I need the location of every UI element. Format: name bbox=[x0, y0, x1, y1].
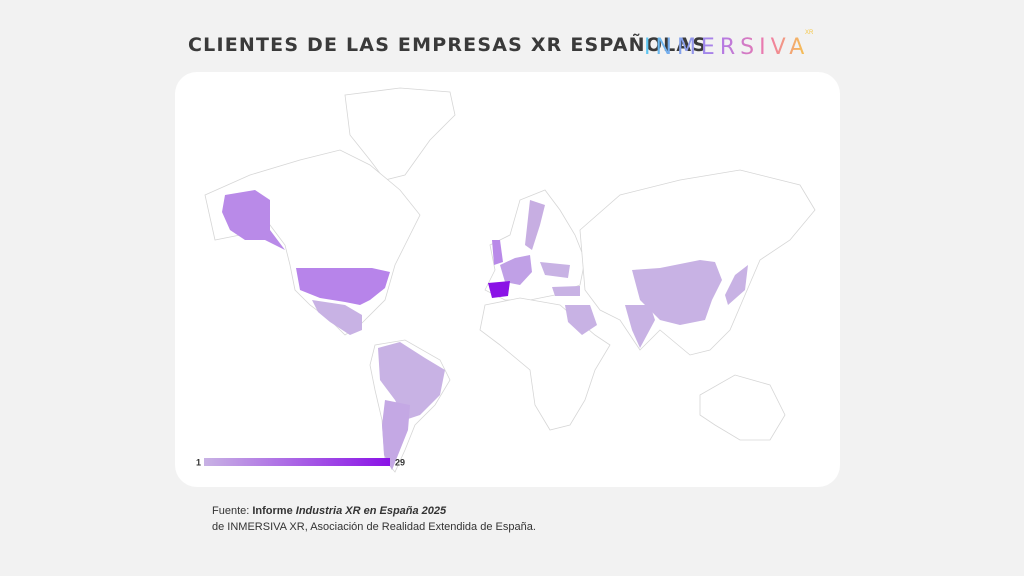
region bbox=[552, 286, 580, 296]
map: 1 29 bbox=[196, 87, 816, 473]
legend-min: 1 bbox=[196, 457, 201, 467]
region bbox=[488, 281, 510, 298]
source: Fuente: Informe Industria XR en España 2… bbox=[212, 503, 536, 535]
logo-text: INMERSIVA bbox=[644, 35, 809, 60]
africa bbox=[479, 297, 611, 431]
region bbox=[565, 305, 597, 335]
legend-max: 29 bbox=[395, 457, 405, 467]
region bbox=[492, 240, 503, 265]
region bbox=[500, 255, 532, 285]
legend-bar bbox=[204, 458, 390, 466]
source-prefix: Fuente: bbox=[212, 505, 253, 517]
source-bold: Informe bbox=[252, 505, 296, 517]
title: CLIENTES DE LAS EMPRESAS XR ESPAÑOLAS bbox=[188, 34, 708, 56]
region bbox=[540, 262, 570, 278]
map-card: 1 29 bbox=[175, 72, 840, 487]
region bbox=[632, 260, 722, 325]
region bbox=[625, 305, 655, 348]
region bbox=[382, 400, 410, 470]
region bbox=[525, 200, 545, 250]
region bbox=[296, 268, 390, 305]
region bbox=[312, 300, 362, 335]
logo-badge: XR bbox=[805, 30, 814, 36]
region bbox=[378, 342, 445, 420]
source-line2: de INMERSIVA XR, Asociación de Realidad … bbox=[212, 521, 536, 533]
source-title: Industria XR en España 2025 bbox=[295, 505, 447, 517]
australia bbox=[699, 374, 786, 441]
region bbox=[725, 265, 748, 305]
greenland bbox=[344, 87, 456, 181]
logo: INMERSIVA XR bbox=[644, 30, 814, 60]
region bbox=[222, 190, 285, 250]
